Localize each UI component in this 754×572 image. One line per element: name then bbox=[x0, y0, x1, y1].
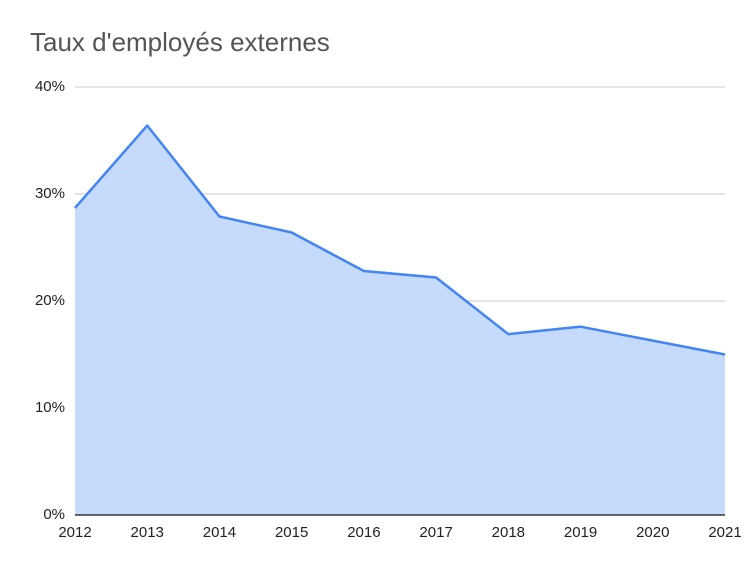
area-line bbox=[74, 124, 726, 356]
x-tick-label: 2016 bbox=[347, 524, 380, 541]
x-tick-label: 2021 bbox=[708, 524, 741, 541]
y-tick-label: 40% bbox=[35, 78, 65, 95]
y-tick-label: 20% bbox=[35, 292, 65, 309]
area-fill bbox=[75, 125, 725, 516]
x-tick-label: 2014 bbox=[203, 524, 236, 541]
y-tick-label: 10% bbox=[35, 399, 65, 416]
chart-title: Taux d'employés externes bbox=[30, 27, 330, 57]
x-tick-label: 2015 bbox=[275, 524, 308, 541]
x-tick-label: 2019 bbox=[564, 524, 597, 541]
y-tick-label: 30% bbox=[35, 185, 65, 202]
x-tick-label: 2013 bbox=[131, 524, 164, 541]
y-tick-label: 0% bbox=[43, 506, 65, 523]
x-tick-label: 2017 bbox=[419, 524, 452, 541]
x-tick-label: 2018 bbox=[492, 524, 525, 541]
x-tick-label: 2020 bbox=[636, 524, 669, 541]
x-tick-label: 2012 bbox=[58, 524, 91, 541]
